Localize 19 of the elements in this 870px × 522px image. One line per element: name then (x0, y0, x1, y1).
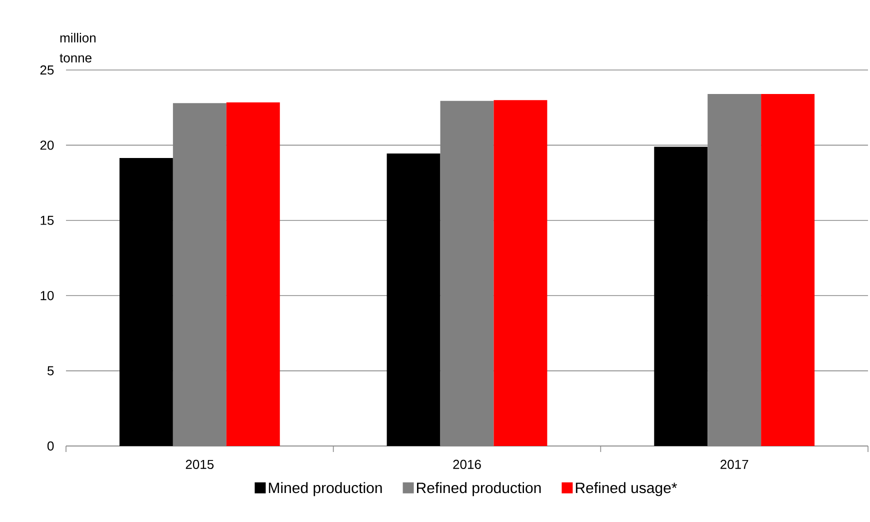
legend-label: Refined usage* (576, 482, 678, 496)
y-tick-label: 10 (40, 290, 54, 300)
y-tick-label: 5 (47, 366, 54, 376)
bar (386, 153, 440, 446)
bar (119, 158, 173, 446)
bar (761, 94, 815, 446)
x-tick-label: 2017 (720, 460, 748, 470)
y-tick-label: 25 (40, 65, 54, 75)
bar (654, 146, 708, 446)
x-tick-label: 2015 (186, 460, 214, 470)
bar (494, 100, 548, 446)
y-tick-label: 20 (40, 140, 54, 150)
legend-label: Mined production (268, 482, 382, 496)
y-axis-title: million tonne (60, 32, 96, 62)
legend-label: Refined production (417, 482, 541, 496)
x-tick-label: 2016 (453, 460, 481, 470)
y-tick-label: 15 (40, 216, 54, 225)
bar (226, 102, 280, 446)
y-tick-label: 0 (47, 441, 54, 451)
